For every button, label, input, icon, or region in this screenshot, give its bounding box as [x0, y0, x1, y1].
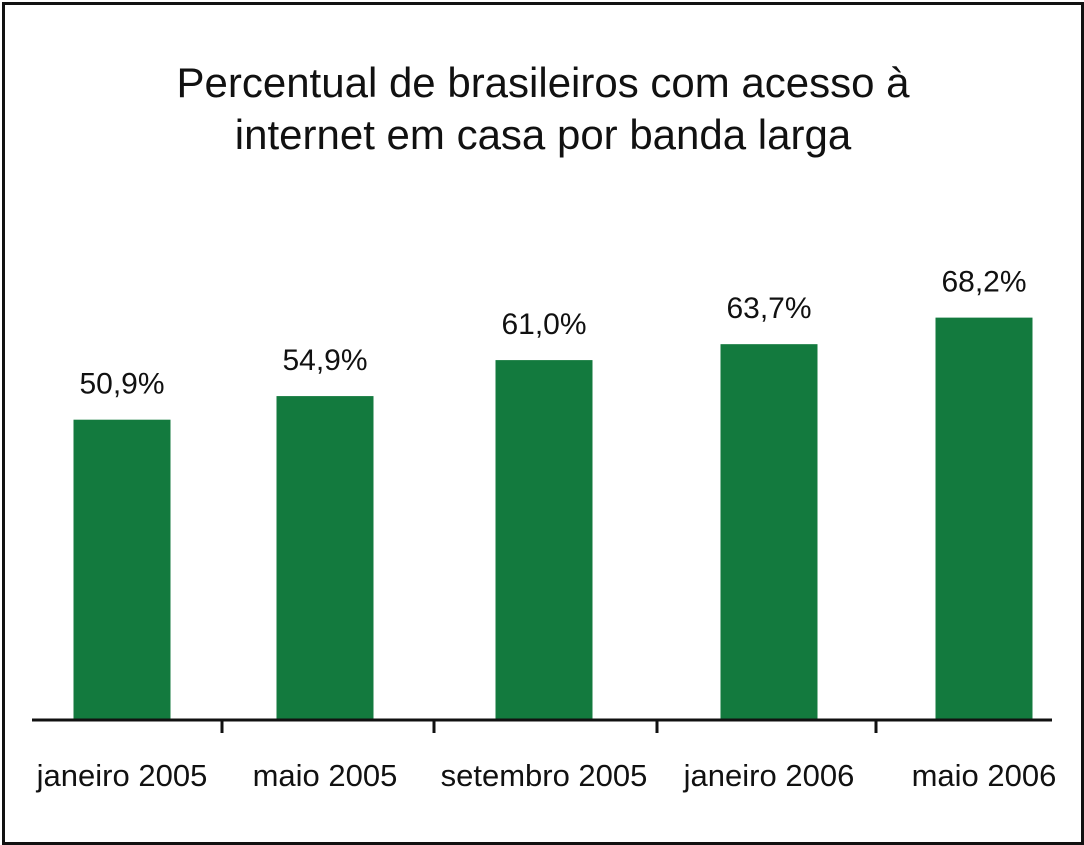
- category-label-2: setembro 2005: [441, 758, 648, 793]
- bar-0: [73, 419, 171, 720]
- category-label-3: janeiro 2006: [683, 758, 855, 793]
- category-label-0: janeiro 2005: [36, 758, 208, 793]
- chart-title-line-2: internet em casa por banda larga: [234, 111, 852, 158]
- bar-2: [495, 360, 593, 720]
- value-label-2: 61,0%: [501, 308, 586, 341]
- category-label-4: maio 2006: [912, 758, 1057, 793]
- bar-3: [720, 344, 818, 720]
- value-label-3: 63,7%: [726, 292, 811, 325]
- value-label-1: 54,9%: [282, 344, 367, 377]
- value-label-0: 50,9%: [79, 368, 164, 401]
- bar-1: [276, 396, 374, 720]
- value-label-4: 68,2%: [941, 266, 1026, 299]
- chart-title: Percentual de brasileiros com acesso à i…: [5, 57, 1081, 161]
- chart-title-line-1: Percentual de brasileiros com acesso à: [176, 59, 910, 106]
- bar-4: [935, 317, 1033, 720]
- category-label-1: maio 2005: [253, 758, 398, 793]
